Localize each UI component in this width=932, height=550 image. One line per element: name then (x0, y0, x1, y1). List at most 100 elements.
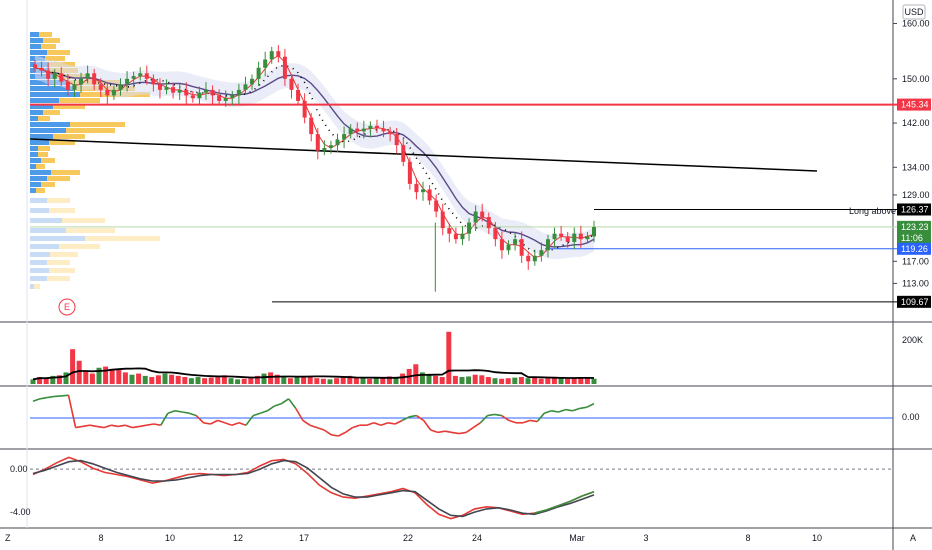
candle-body (592, 227, 596, 237)
time-axis[interactable]: 8 10 12 17 22 24 Mar 3 8 10 (98, 533, 822, 543)
volume-bar (314, 378, 320, 384)
candle-body (460, 233, 465, 240)
volume-bar (175, 375, 181, 384)
volume-profile-up (30, 86, 74, 91)
candle-body (519, 239, 524, 256)
osc1-line-segment (167, 410, 176, 414)
candle-body (440, 211, 445, 229)
volume-bar (70, 349, 76, 384)
candle-body (374, 125, 379, 129)
volume-bar (452, 375, 458, 384)
candle-body (171, 87, 176, 93)
volume-profile-down (41, 44, 56, 49)
trend-line[interactable] (29, 138, 818, 172)
volume-profile-up (30, 140, 49, 145)
long-above-annotation[interactable]: Long above (849, 206, 896, 216)
osc1-line-segment (394, 419, 403, 425)
osc1-line-segment (430, 429, 439, 434)
time-axis-left-corner[interactable]: Z (5, 533, 11, 543)
candle-body (105, 89, 110, 96)
volume-bar (188, 378, 194, 384)
time-axis-right-corner[interactable]: A (910, 533, 916, 543)
osc1-line-segment (572, 407, 581, 412)
osc1-line-segment (451, 431, 460, 435)
osc1-line-segment (47, 395, 55, 399)
price-tag-badge (897, 98, 931, 111)
volume-profile-down (62, 218, 105, 223)
osc1-line-segment (224, 422, 233, 426)
candle-body (545, 239, 550, 251)
volume-bar (340, 377, 346, 384)
volume-profile-down (53, 104, 85, 109)
earnings-marker-icon[interactable] (58, 298, 76, 316)
volume-bar (274, 374, 280, 384)
osc1-line-segment (302, 419, 311, 426)
candle-body (315, 134, 320, 151)
volume-bar (208, 377, 214, 384)
volume-profile-down (47, 176, 70, 181)
volume-profile-up (30, 188, 36, 193)
currency-badge[interactable] (902, 4, 926, 20)
volume-profile-up (30, 146, 38, 151)
volume-profile-up (30, 260, 47, 265)
volume-profile-up (30, 170, 51, 175)
price-tag-badge (897, 295, 931, 308)
volume-bar (221, 375, 227, 384)
horizontal-levels[interactable] (30, 103, 897, 303)
volume-profile-down (47, 260, 70, 265)
price-tag-label: 123.23 (901, 222, 929, 232)
volume-bar (558, 377, 564, 384)
price-axis[interactable]: 160.00 150.00 142.00 134.00 129.00 117.00 113.… (893, 19, 930, 289)
osc1-line-segment (217, 419, 225, 424)
candle-body (322, 147, 327, 151)
osc1-line-segment (331, 434, 339, 437)
volume-profile-up (30, 122, 70, 127)
volume-bar (492, 378, 498, 384)
volume-profile-down (85, 236, 160, 241)
osc1-line-segment (536, 412, 545, 423)
osc1-line-segment (252, 412, 261, 417)
ma-envelope (35, 55, 594, 260)
volume-bar (235, 379, 241, 384)
candle-body (250, 78, 255, 85)
osc1-line-segment (479, 415, 489, 424)
candle-body (197, 92, 202, 99)
candle-body (427, 189, 432, 201)
volume-bar (215, 376, 221, 384)
osc1-line-segment (501, 414, 510, 422)
osc1-zero-label: 0.00 (902, 412, 920, 422)
osc1-line-segment (487, 413, 495, 417)
currency-label: USD (904, 7, 924, 17)
osc1-line-segment (82, 424, 90, 428)
price-tick-label: 134.00 (902, 162, 930, 172)
volume-profile-down (70, 122, 125, 127)
volume-profile-down (59, 244, 100, 249)
osc1-line-segment (416, 414, 425, 422)
osc1-line-segment (579, 406, 588, 410)
volume-bar (419, 372, 425, 384)
candle-body (85, 73, 90, 79)
volume-bar (83, 371, 89, 384)
candle-body (401, 145, 406, 162)
volume-bar (76, 360, 82, 384)
candle-body (296, 89, 301, 101)
osc1-line-segment (565, 408, 573, 412)
candle-body (276, 51, 281, 57)
volume-profile-down (38, 152, 48, 157)
osc1-line-segment (380, 422, 389, 426)
candle-body (203, 89, 208, 93)
osc1-line-segment (316, 426, 325, 431)
volume-bar (334, 378, 340, 384)
candle-body (355, 128, 360, 132)
volume-profile-down (49, 208, 75, 213)
price-tag-countdown: 11:06 (901, 233, 923, 243)
volume-profile-up (30, 276, 47, 281)
volume-bar (499, 378, 505, 384)
osc1-line-segment (39, 396, 48, 400)
volume-profile-up (30, 164, 36, 169)
volume-profile-down (49, 140, 75, 145)
osc1-line-segment (387, 422, 396, 425)
candle-body (381, 128, 386, 132)
volume-profile-down (38, 146, 50, 151)
